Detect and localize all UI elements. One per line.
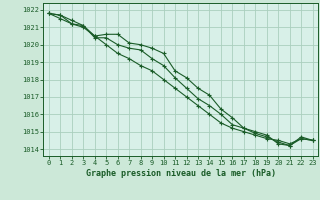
X-axis label: Graphe pression niveau de la mer (hPa): Graphe pression niveau de la mer (hPa): [86, 169, 276, 178]
